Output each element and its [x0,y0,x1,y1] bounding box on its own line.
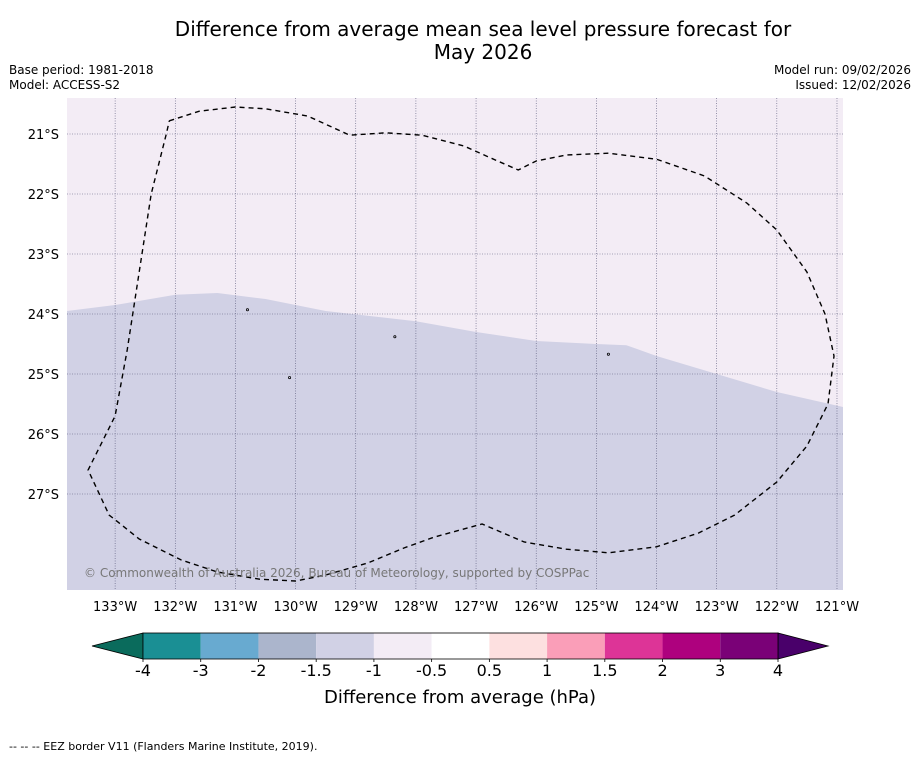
island-marker [245,308,249,312]
lon-tick-label: 121°W [815,600,859,615]
metadata-right: Model run: 09/02/2026 Issued: 12/02/2026 [774,63,911,93]
lon-tick-label: 124°W [634,600,678,615]
issued-text: Issued: 12/02/2026 [795,78,911,92]
lon-tick-label: 128°W [394,600,438,615]
colorbar-tick-label: -3 [193,661,209,680]
colorbar-segment [662,633,721,659]
colorbar: -4 -3 -2 -1.5 -1 -0.5 0.5 1 1.5 2 3 4 Difference fro… [91,632,830,708]
colorbar-segment [547,633,605,659]
colorbar-tick-label: -2 [250,661,266,680]
model-run-text: Model run: 09/02/2026 [773,63,911,77]
colorbar-label: Difference from average (hPa) [324,687,596,708]
lat-tick-label: 25°S [28,368,59,383]
colorbar-outline [142,632,779,660]
colorbar-segment [258,633,317,659]
copyright-text: © Commonwealth of Australia 2026, Bureau… [84,566,589,580]
eez-border-line [87,106,835,582]
lon-tick-label: 122°W [755,600,799,615]
colorbar-segment [720,633,778,659]
lon-tick-label: 130°W [274,600,318,615]
region-lower [67,293,843,590]
lon-tick-label: 126°W [514,600,558,615]
lat-tick-label: 22°S [28,188,59,203]
colorbar-tick-label: 4 [773,661,783,680]
lon-tick-label: 125°W [574,600,618,615]
colorbar-segment [143,633,201,659]
island-marker [288,376,292,380]
lon-tick-label: 133°W [93,600,137,615]
lon-tick-label: 131°W [213,600,257,615]
chart-title-line2: May 2026 [433,40,533,64]
colorbar-segment [431,633,490,659]
lon-tick-label: 132°W [153,600,197,615]
colorbar-extend-max [777,632,830,660]
lat-tick-label: 26°S [28,428,59,443]
colorbar-tick-label: -0.5 [416,661,447,680]
eez-footnote: -- -- -- EEZ border V11 (Flanders Marine… [9,740,318,753]
colorbar-tick-label: 1 [542,661,552,680]
colorbar-segment [316,633,374,659]
colorbar-tick-label: 3 [715,661,725,680]
island-marker [606,352,610,356]
lat-tick-label: 23°S [28,248,59,263]
lat-tick-label: 21°S [28,128,59,143]
chart-title: Difference from average mean sea level p… [0,18,919,64]
colorbar-tick-label: 1.5 [592,661,617,680]
colorbar-extend-min [91,632,144,660]
colorbar-segment [373,633,432,659]
lon-tick-label: 123°W [695,600,739,615]
lat-tick-label: 27°S [28,488,59,503]
colorbar-segment [200,633,259,659]
colorbar-segment [604,633,663,659]
colorbar-tick-label: -4 [135,661,151,680]
metadata-left: Base period: 1981-2018 Model: ACCESS-S2 [9,63,154,93]
model-text: Model: ACCESS-S2 [9,78,121,92]
colorbar-tick-label: 2 [657,661,667,680]
colorbar-segment [489,633,548,659]
map-layer: © Commonwealth of Australia 2026, Bureau… [28,98,859,615]
lon-tick-label: 127°W [454,600,498,615]
colorbar-tick-label: 0.5 [477,661,502,680]
base-period-text: Base period: 1981-2018 [9,63,154,77]
chart-title-line1: Difference from average mean sea level p… [174,17,792,41]
lon-tick-label: 129°W [334,600,378,615]
colorbar-tick-label: -1.5 [301,661,332,680]
island-marker [393,335,397,339]
lat-tick-label: 24°S [28,308,59,323]
gridlines [67,98,843,590]
colorbar-tick-label: -1 [366,661,382,680]
